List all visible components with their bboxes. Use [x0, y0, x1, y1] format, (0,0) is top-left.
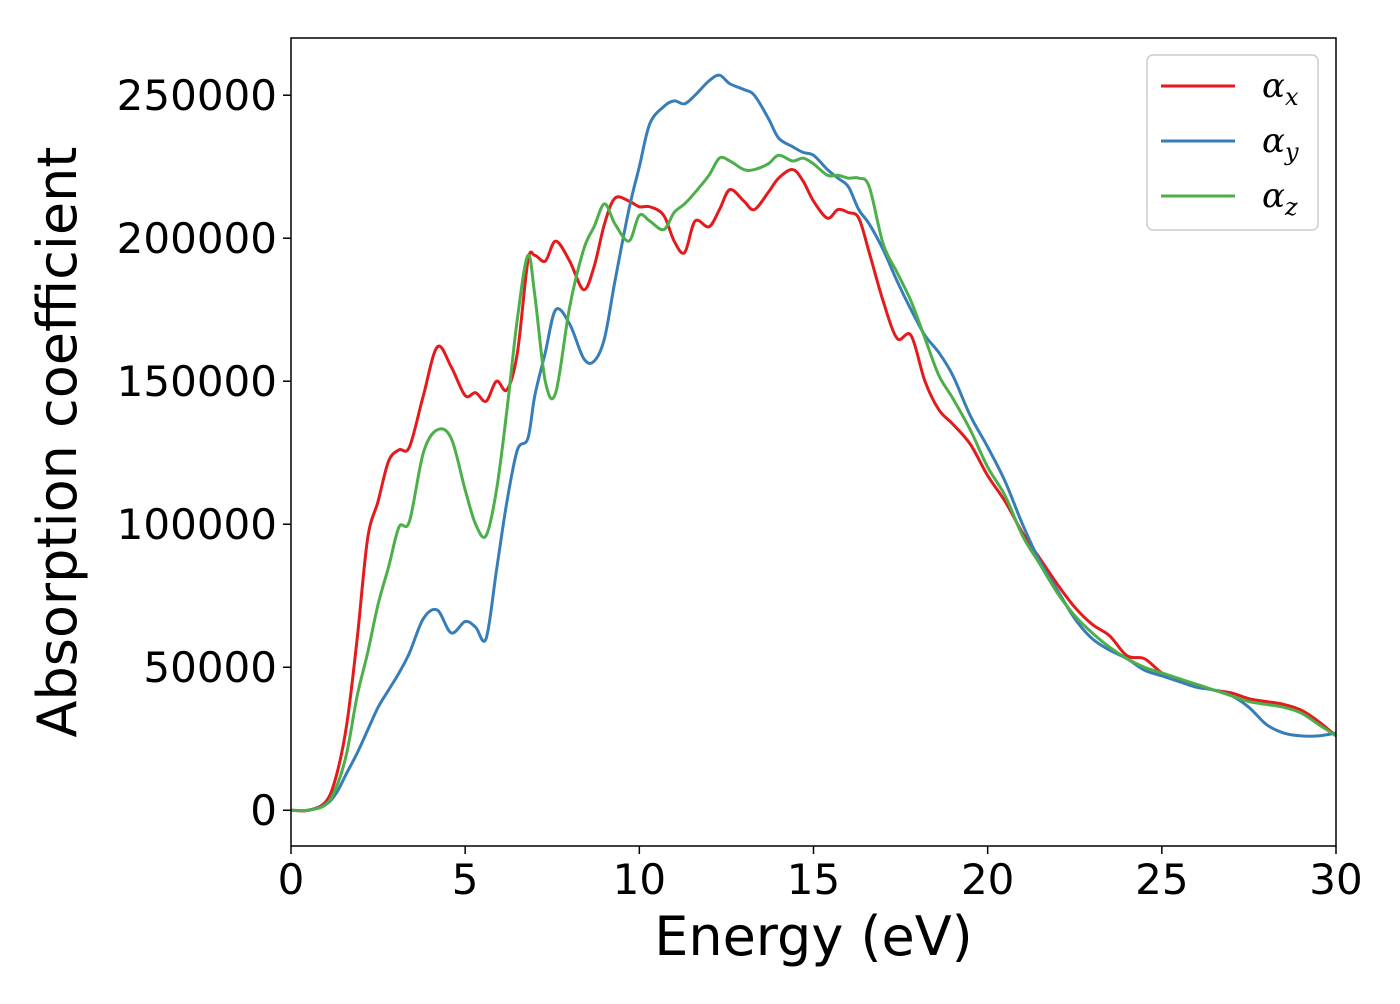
series-line-x: [291, 168, 1336, 813]
series-line-y: [291, 73, 1336, 813]
x-axis-label: Energy (eV): [654, 905, 973, 968]
legend-label-z: αz: [1262, 176, 1298, 221]
legend-label-y: αy: [1262, 121, 1299, 166]
x-axis-ticks: 0 5 10 15 20 25 30: [278, 846, 1363, 904]
legend: αx αy αz: [1146, 54, 1319, 231]
y-axis-label: Absorption coefficient: [26, 147, 89, 738]
legend-label-x: αx: [1262, 66, 1299, 111]
y-tick-label: 150000: [117, 357, 277, 406]
x-tick-label: 5: [452, 855, 479, 904]
x-tick-label: 0: [278, 855, 305, 904]
y-tick-label: 0: [250, 786, 277, 835]
y-tick-label: 250000: [117, 71, 277, 120]
y-tick-label: 50000: [143, 643, 277, 692]
x-tick-label: 25: [1135, 855, 1188, 904]
y-tick-label: 200000: [117, 214, 277, 263]
x-tick-label: 20: [961, 855, 1014, 904]
plot-area: [291, 73, 1336, 813]
x-tick-label: 30: [1309, 855, 1362, 904]
y-axis-ticks: 0 50000 100000 150000 200000 250000: [117, 71, 291, 835]
series-line-z: [291, 153, 1336, 813]
x-tick-label: 15: [787, 855, 840, 904]
x-tick-label: 10: [613, 855, 666, 904]
y-tick-label: 100000: [117, 500, 277, 549]
